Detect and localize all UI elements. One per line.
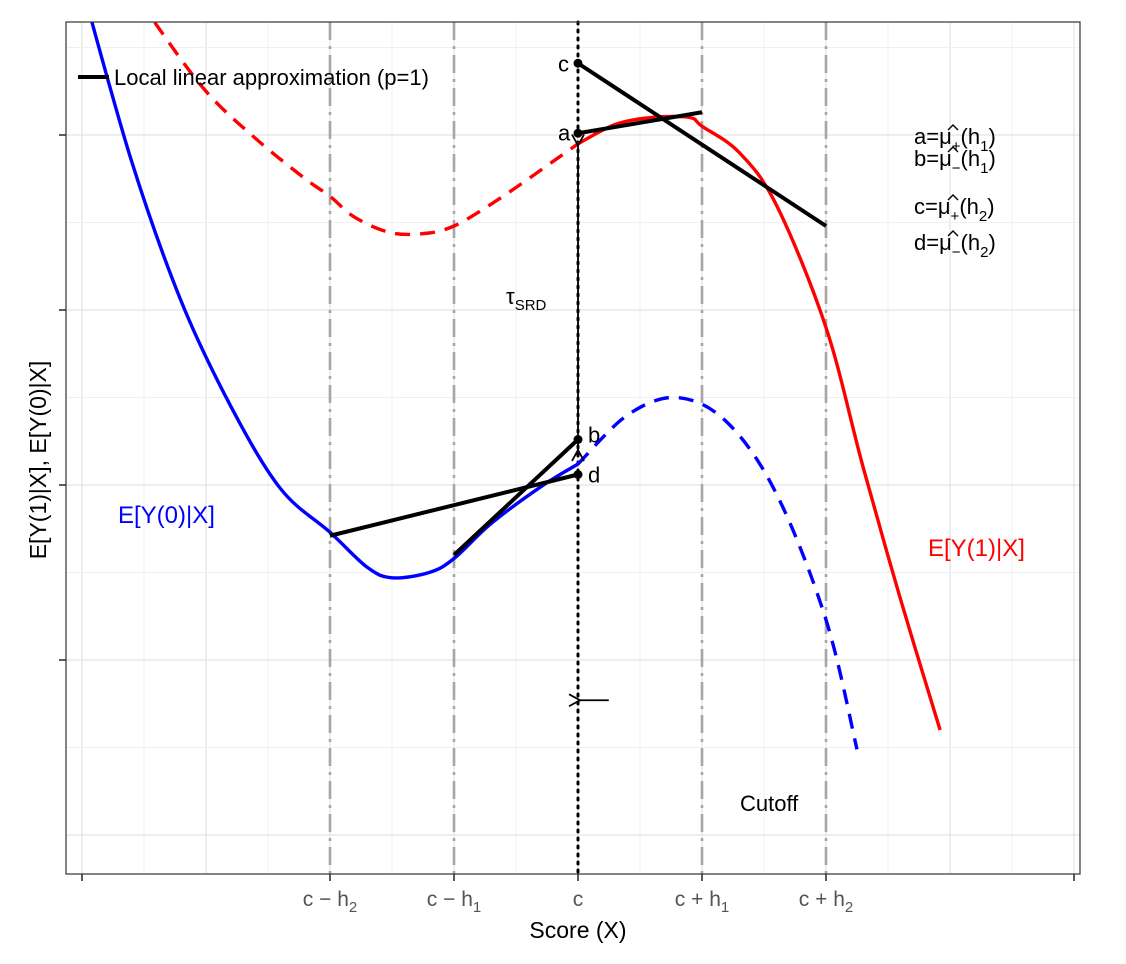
definition-arg: (h	[961, 124, 981, 149]
x-tick-label-main: c − h	[427, 888, 473, 911]
curve-label-y1: E[Y(1)|X]	[928, 535, 1025, 562]
definition-arg: (h	[961, 230, 981, 255]
x-tick-label: c − h2	[303, 888, 357, 916]
definition-sign: +	[951, 208, 960, 225]
axes: c − h2 c − h1 c c + h1 c + h2	[59, 134, 1075, 916]
y0-curve-dashed	[576, 395, 859, 750]
x-tick-label-main: c	[573, 888, 584, 911]
fit-line	[576, 61, 828, 228]
point-label-d: d	[588, 463, 600, 488]
point-a	[573, 128, 583, 138]
point-label-c: c	[558, 51, 569, 76]
cutoff-label: Cutoff	[740, 791, 799, 816]
definition-subscript: 1	[980, 138, 988, 155]
point-label-a: a	[558, 120, 571, 145]
point-d	[573, 470, 583, 479]
x-tick-label-main: c + h	[799, 888, 845, 911]
local-linear-fits	[329, 61, 828, 557]
definition-3: d=μ−(h2)	[914, 230, 996, 261]
definition-subscript: 2	[979, 208, 987, 225]
hat-mark	[947, 124, 959, 131]
x-tick-label: c + h2	[799, 888, 853, 916]
legend-label: Local linear approximation (p=1)	[114, 65, 429, 90]
annotations: τSRD c a bd	[506, 51, 609, 700]
hat-mark	[947, 194, 959, 201]
definition-close: )	[988, 146, 995, 171]
definition-close: )	[987, 194, 994, 219]
x-tick-label-sub: 2	[845, 899, 853, 916]
definition-prefix: b=	[914, 146, 939, 171]
definition-sign: −	[952, 244, 961, 261]
x-tick-label-main: c + h	[675, 888, 721, 911]
legend: Local linear approximation (p=1)	[78, 65, 429, 90]
point-b	[573, 435, 583, 444]
definition-text: b=μ−(h1)	[914, 146, 996, 177]
definition-prefix: d=	[914, 230, 939, 255]
x-tick-label: c − h1	[427, 888, 481, 916]
tau-label: τSRD	[506, 284, 547, 314]
plot-panel-border	[65, 21, 1081, 875]
x-tick-label: c + h1	[675, 888, 729, 916]
x-axis-title: Score (X)	[529, 917, 626, 943]
curve-label-y0: E[Y(0)|X]	[118, 502, 215, 529]
definition-close: )	[988, 230, 995, 255]
definition-subscript: 1	[980, 160, 988, 177]
definition-prefix: c=	[914, 194, 938, 219]
definition-symbol: μ	[938, 194, 951, 219]
x-tick-label-sub: 2	[349, 899, 357, 916]
definition-arg: (h	[959, 194, 979, 219]
x-tick-label-sub: 1	[721, 899, 729, 916]
hat-mark	[947, 230, 959, 237]
definition-sign: −	[952, 160, 961, 177]
fit-line	[329, 472, 579, 538]
definition-subscript: 2	[980, 244, 988, 261]
definition-close: )	[988, 124, 995, 149]
x-tick-label-sub: 1	[473, 899, 481, 916]
definition-0: a=μ+(h1)	[914, 124, 996, 155]
definition-2: c=μ+(h2)	[914, 194, 995, 225]
definition-prefix: a=	[914, 124, 939, 149]
y-axis-title: E[Y(1)|X], E[Y(0)|X]	[25, 361, 51, 560]
definition-text: a=μ+(h1)	[914, 124, 996, 155]
point-c	[573, 58, 583, 68]
point-definitions: a=μ+(h1)b=μ−(h1)c=μ+(h2)d=μ−(h2)	[914, 124, 996, 261]
hat-mark	[947, 146, 959, 153]
y1-curve-dashed	[152, 22, 579, 237]
x-tick-label-main: c − h	[303, 888, 349, 911]
definition-text: c=μ+(h2)	[914, 194, 995, 225]
point-label-b: b	[588, 423, 600, 448]
definition-arg: (h	[961, 146, 981, 171]
y1-curve-solid	[577, 114, 942, 731]
definition-text: d=μ−(h2)	[914, 230, 996, 261]
fit-line	[577, 110, 703, 136]
x-tick-label: c	[573, 888, 584, 911]
fit-line	[452, 438, 580, 557]
definition-1: b=μ−(h1)	[914, 146, 996, 177]
tau-subscript: SRD	[515, 297, 547, 314]
definition-sign: +	[952, 138, 961, 155]
curves	[90, 22, 942, 750]
